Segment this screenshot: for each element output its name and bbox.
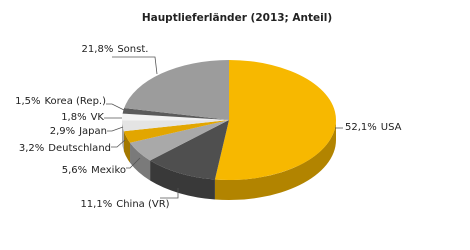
slice-side	[130, 142, 151, 181]
value-label: 5,6%	[62, 165, 87, 176]
slice	[214, 60, 336, 180]
value-label: 52,1%	[345, 122, 377, 133]
slice	[122, 120, 229, 132]
data-label: 1,5% Korea (Rep.)	[15, 96, 106, 107]
slice	[124, 60, 229, 120]
data-label: 2,9% Japan	[50, 126, 107, 137]
leader-line	[111, 139, 126, 148]
slice	[122, 108, 229, 120]
slice-side	[150, 160, 215, 200]
leader-line	[107, 126, 124, 132]
category-label: Sonst.	[117, 44, 148, 55]
value-label: 2,9%	[50, 126, 75, 137]
leader-line	[112, 56, 158, 75]
slice-side	[123, 131, 131, 163]
category-label: Mexiko	[91, 165, 126, 176]
value-label: 1,8%	[61, 112, 86, 123]
value-label: 1,5%	[15, 96, 40, 107]
value-label: 3,2%	[19, 143, 44, 154]
slice	[123, 120, 229, 143]
leader-line	[160, 188, 179, 199]
data-label: 52,1% USA	[345, 122, 402, 133]
leader-line	[126, 157, 141, 169]
data-label: 5,6% Mexiko	[62, 165, 126, 176]
category-label: Japan	[78, 126, 107, 137]
value-label: 21,8%	[82, 44, 114, 55]
data-label: 11,1% China (VR)	[80, 199, 169, 210]
value-label: 11,1%	[80, 199, 112, 210]
slice	[130, 120, 229, 161]
slice-side	[122, 120, 124, 152]
category-label: VK	[91, 112, 105, 123]
data-label: 21,8% Sonst.	[82, 44, 149, 55]
data-label: 1,8% VK	[61, 112, 104, 123]
slice	[122, 113, 229, 121]
category-label: China (VR)	[116, 199, 169, 210]
chart-title: Hauptlieferländer (2013; Anteil)	[142, 12, 332, 24]
leader-line	[106, 103, 125, 111]
category-label: Deutschland	[48, 143, 111, 154]
slice-side	[214, 120, 336, 200]
slice	[150, 120, 229, 180]
category-label: USA	[381, 122, 402, 133]
data-label: 3,2% Deutschland	[19, 143, 111, 154]
category-label: Korea (Rep.)	[44, 96, 106, 107]
